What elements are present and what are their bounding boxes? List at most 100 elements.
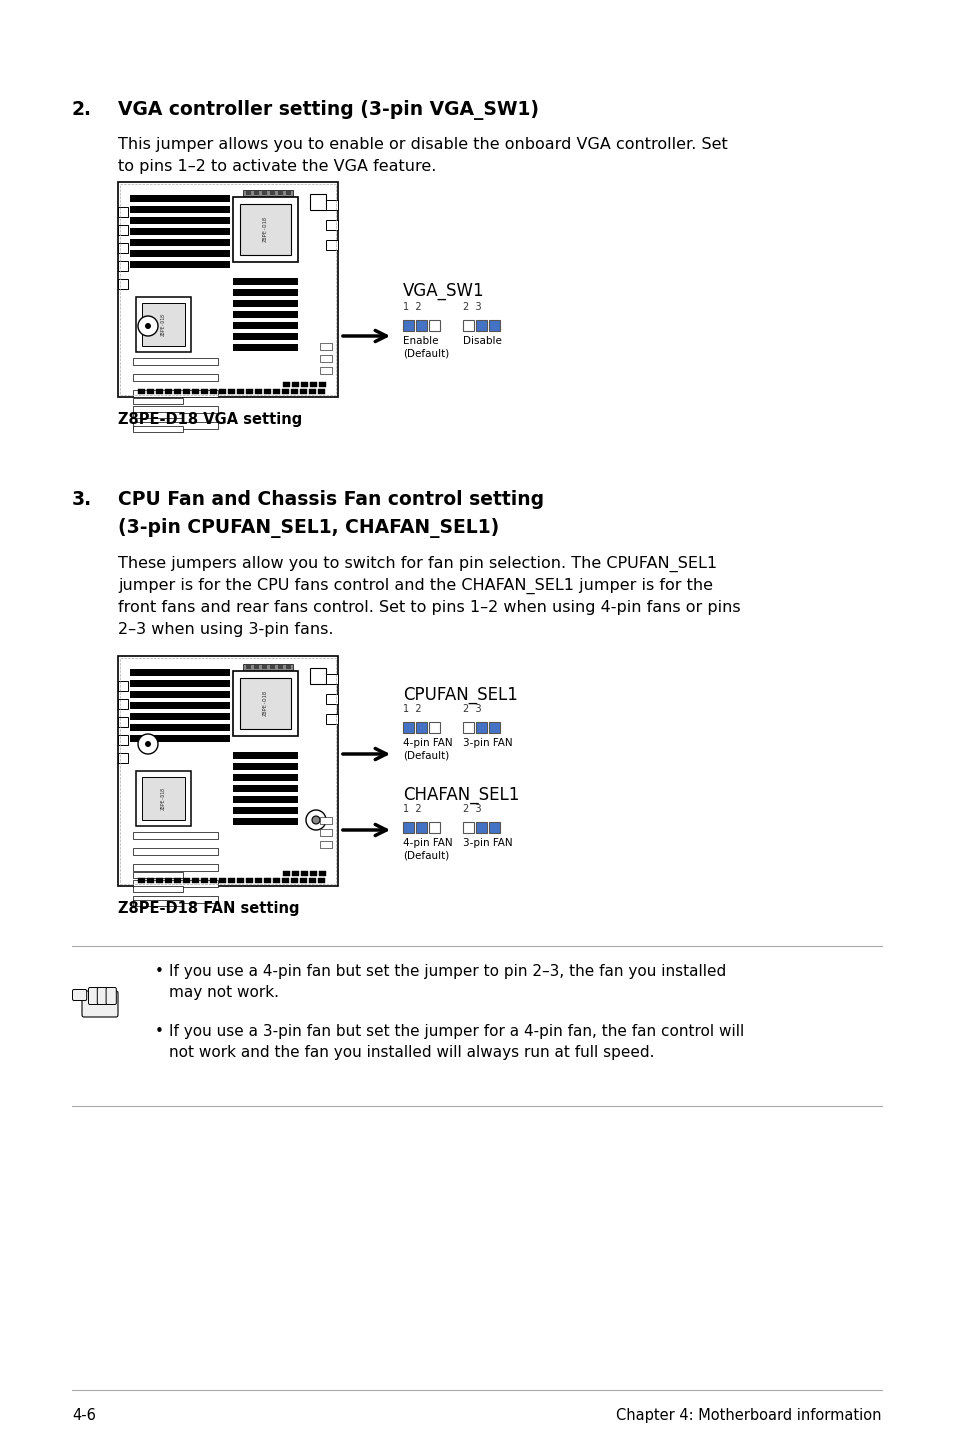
FancyBboxPatch shape — [97, 988, 108, 1005]
Bar — [132, 426, 183, 431]
Bar — [132, 896, 218, 903]
Bar — [270, 191, 274, 196]
Bar — [317, 390, 325, 394]
Bar — [233, 797, 297, 802]
Bar — [277, 191, 283, 196]
Bar — [120, 184, 335, 395]
Bar — [183, 879, 190, 883]
Text: 3-pin FAN: 3-pin FAN — [462, 838, 512, 848]
Bar — [219, 879, 226, 883]
Bar — [282, 879, 289, 883]
Bar — [138, 879, 145, 883]
Bar — [253, 664, 258, 669]
Bar — [283, 871, 290, 876]
Text: Disable: Disable — [462, 336, 501, 347]
Bar — [270, 664, 274, 669]
Text: 2  3: 2 3 — [462, 705, 481, 715]
Bar — [462, 321, 474, 331]
Bar — [201, 390, 208, 394]
Bar — [130, 239, 230, 246]
Bar — [130, 669, 230, 676]
Bar — [142, 777, 185, 820]
Bar — [233, 322, 297, 329]
Bar — [118, 682, 128, 692]
Bar — [130, 229, 230, 234]
Bar — [165, 879, 172, 883]
Bar — [462, 722, 474, 733]
Bar — [262, 191, 267, 196]
Bar — [219, 390, 226, 394]
Text: 2–3 when using 3-pin fans.: 2–3 when using 3-pin fans. — [118, 623, 334, 637]
Bar — [318, 871, 326, 876]
Bar — [283, 383, 290, 387]
Bar — [326, 240, 337, 250]
Bar — [326, 715, 337, 723]
Bar — [326, 200, 337, 210]
Bar — [319, 367, 332, 374]
Text: If you use a 3-pin fan but set the jumper for a 4-pin fan, the fan control will
: If you use a 3-pin fan but set the jumpe… — [169, 1024, 743, 1060]
Bar — [240, 204, 291, 255]
Bar — [147, 390, 153, 394]
Bar — [233, 807, 297, 814]
Text: Z8PE-D18: Z8PE-D18 — [160, 787, 165, 810]
Text: Z8PE-D18: Z8PE-D18 — [262, 216, 267, 242]
Text: CHAFAN_SEL1: CHAFAN_SEL1 — [402, 787, 518, 804]
Bar — [233, 785, 297, 792]
FancyBboxPatch shape — [106, 988, 116, 1005]
Bar — [326, 220, 337, 230]
Bar — [310, 871, 316, 876]
Bar — [254, 879, 262, 883]
Text: CPUFAN_SEL1: CPUFAN_SEL1 — [402, 686, 517, 705]
Bar — [201, 879, 208, 883]
Text: Chapter 4: Motherboard information: Chapter 4: Motherboard information — [616, 1408, 882, 1424]
Text: to pins 1–2 to activate the VGA feature.: to pins 1–2 to activate the VGA feature. — [118, 160, 436, 174]
Bar — [132, 398, 183, 404]
Bar — [262, 664, 267, 669]
FancyBboxPatch shape — [89, 988, 98, 1005]
Text: (3-pin CPUFAN_SEL1, CHAFAN_SEL1): (3-pin CPUFAN_SEL1, CHAFAN_SEL1) — [118, 518, 498, 538]
Bar — [246, 191, 251, 196]
Text: Z8PE-D18 FAN setting: Z8PE-D18 FAN setting — [118, 902, 299, 916]
FancyBboxPatch shape — [82, 991, 118, 1017]
Bar — [132, 374, 218, 381]
Bar — [130, 217, 230, 224]
Bar — [319, 841, 332, 848]
Bar — [310, 669, 326, 684]
Bar — [118, 656, 337, 886]
Bar — [233, 278, 297, 285]
Bar — [233, 289, 297, 296]
Text: If you use a 4-pin fan but set the jumper to pin 2–3, the fan you installed
may : If you use a 4-pin fan but set the jumpe… — [169, 963, 725, 999]
Bar — [130, 262, 230, 267]
Bar — [233, 764, 297, 769]
Bar — [130, 702, 230, 709]
Bar — [120, 659, 335, 884]
Text: 3-pin FAN: 3-pin FAN — [462, 738, 512, 748]
Bar — [142, 303, 185, 347]
Bar — [132, 406, 218, 413]
Bar — [319, 817, 332, 824]
Bar — [118, 718, 128, 728]
Text: 1  2: 1 2 — [402, 804, 421, 814]
Bar — [317, 879, 325, 883]
FancyBboxPatch shape — [72, 989, 87, 1001]
Text: front fans and rear fans control. Set to pins 1–2 when using 4-pin fans or pins: front fans and rear fans control. Set to… — [118, 600, 740, 615]
Circle shape — [138, 316, 158, 336]
Bar — [130, 680, 230, 687]
Text: jumper is for the CPU fans control and the CHAFAN_SEL1 jumper is for the: jumper is for the CPU fans control and t… — [118, 578, 712, 594]
Bar — [309, 879, 315, 883]
Bar — [210, 390, 216, 394]
Bar — [118, 754, 128, 764]
Text: VGA_SW1: VGA_SW1 — [402, 282, 484, 301]
Bar — [246, 390, 253, 394]
Text: •: • — [154, 963, 164, 979]
Bar — [416, 321, 427, 331]
Bar — [416, 722, 427, 733]
Bar — [429, 823, 439, 833]
Bar — [132, 833, 218, 838]
Bar — [489, 321, 499, 331]
Bar — [236, 879, 244, 883]
Bar — [233, 672, 297, 736]
Text: VGA controller setting (3-pin VGA_SW1): VGA controller setting (3-pin VGA_SW1) — [118, 101, 538, 119]
Text: Z8PE-D18 VGA setting: Z8PE-D18 VGA setting — [118, 413, 302, 427]
Text: CPU Fan and Chassis Fan control setting: CPU Fan and Chassis Fan control setting — [118, 490, 543, 509]
